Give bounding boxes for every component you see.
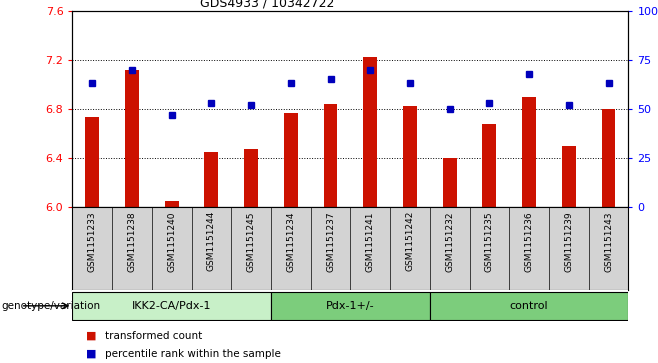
Text: IKK2-CA/Pdx-1: IKK2-CA/Pdx-1 bbox=[132, 301, 211, 311]
Bar bbox=[271, 292, 430, 320]
Bar bbox=[430, 292, 628, 320]
Bar bbox=[86, 118, 99, 207]
Bar bbox=[164, 201, 178, 207]
Text: ■: ■ bbox=[86, 331, 96, 341]
Bar bbox=[72, 292, 271, 320]
Text: GSM1151240: GSM1151240 bbox=[167, 211, 176, 272]
Text: GSM1151237: GSM1151237 bbox=[326, 211, 335, 272]
Text: GSM1151236: GSM1151236 bbox=[524, 211, 534, 272]
Text: GSM1151241: GSM1151241 bbox=[366, 211, 375, 272]
Text: GSM1151244: GSM1151244 bbox=[207, 211, 216, 272]
Text: transformed count: transformed count bbox=[105, 331, 203, 341]
Text: GSM1151233: GSM1151233 bbox=[88, 211, 97, 272]
Bar bbox=[601, 109, 615, 207]
Text: control: control bbox=[510, 301, 548, 311]
Bar bbox=[284, 113, 298, 207]
Bar bbox=[443, 158, 457, 207]
Bar bbox=[125, 70, 139, 207]
Bar bbox=[205, 152, 218, 207]
Bar bbox=[324, 104, 338, 207]
Bar bbox=[363, 57, 377, 207]
Text: GSM1151242: GSM1151242 bbox=[405, 211, 415, 272]
Text: percentile rank within the sample: percentile rank within the sample bbox=[105, 349, 281, 359]
Text: Pdx-1+/-: Pdx-1+/- bbox=[326, 301, 374, 311]
Title: GDS4933 / 10342722: GDS4933 / 10342722 bbox=[200, 0, 334, 10]
Text: genotype/variation: genotype/variation bbox=[1, 301, 101, 311]
Text: ■: ■ bbox=[86, 349, 96, 359]
Text: GSM1151238: GSM1151238 bbox=[128, 211, 136, 272]
Bar bbox=[482, 124, 496, 207]
Text: GSM1151232: GSM1151232 bbox=[445, 211, 454, 272]
Text: GSM1151245: GSM1151245 bbox=[247, 211, 255, 272]
Bar bbox=[562, 146, 576, 207]
Bar bbox=[403, 106, 417, 207]
Text: GSM1151239: GSM1151239 bbox=[565, 211, 573, 272]
Text: GSM1151243: GSM1151243 bbox=[604, 211, 613, 272]
Text: GSM1151234: GSM1151234 bbox=[286, 211, 295, 272]
Text: GSM1151235: GSM1151235 bbox=[485, 211, 494, 272]
Bar bbox=[522, 97, 536, 207]
Bar bbox=[244, 149, 258, 207]
